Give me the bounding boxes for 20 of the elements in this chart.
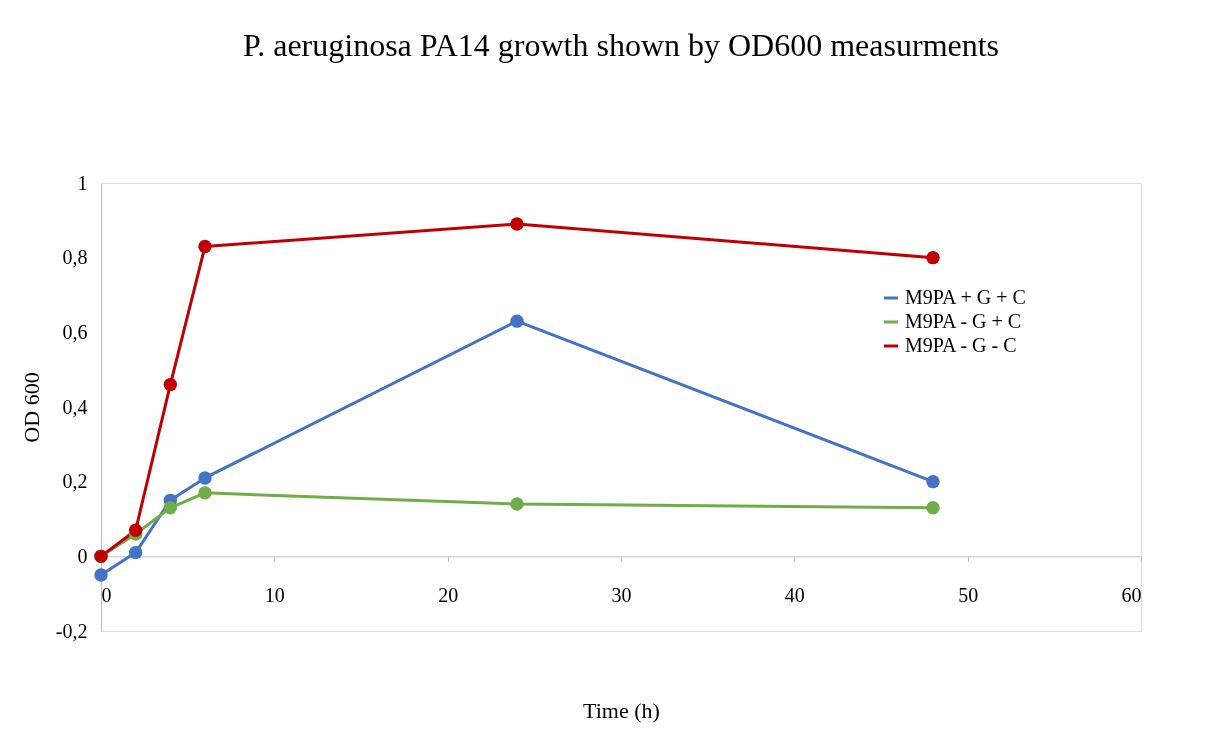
x-tick-label: 10: [264, 583, 285, 606]
y-tick-label: 0,2: [62, 470, 88, 493]
x-tick-label: 50: [958, 583, 979, 606]
x-tick-label: 0: [101, 583, 112, 606]
chart-title: P. aeruginosa PA14 growth shown by OD600 measurments: [242, 27, 1000, 63]
y-tick-label: 0,8: [62, 246, 88, 269]
x-tick-label: 40: [784, 583, 805, 606]
y-tick-label: 0,6: [62, 320, 88, 343]
y-axis-title: OD 600: [18, 372, 44, 443]
x-tick-label: 20: [438, 583, 459, 606]
y-tick-label: -0,2: [55, 619, 88, 642]
legend-label: M9PA + G + C: [905, 286, 1026, 308]
x-axis-title: Time (h): [583, 697, 660, 723]
y-tick-label: 0: [77, 544, 88, 567]
y-tick-label: 0,4: [62, 395, 88, 418]
y-tick-label: 1: [77, 171, 88, 194]
legend-label: M9PA - G + C: [905, 310, 1022, 332]
legend-label: M9PA - G - C: [905, 334, 1017, 356]
x-tick-label: 60: [1121, 583, 1142, 606]
x-tick-label: 30: [611, 583, 632, 606]
